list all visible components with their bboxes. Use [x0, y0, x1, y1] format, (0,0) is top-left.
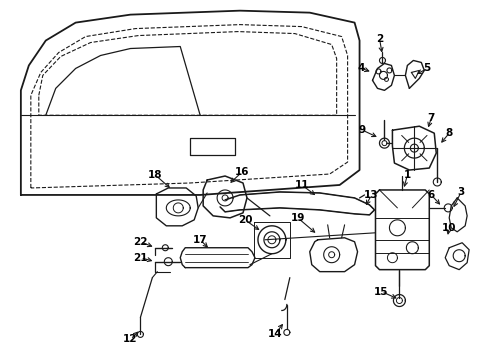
Text: 10: 10 — [442, 223, 457, 233]
Text: 7: 7 — [428, 113, 435, 123]
Text: 18: 18 — [148, 170, 163, 180]
Text: 2: 2 — [376, 33, 383, 44]
Text: 20: 20 — [238, 215, 252, 225]
Text: 16: 16 — [235, 167, 249, 177]
Text: 3: 3 — [458, 187, 465, 197]
Text: 14: 14 — [268, 329, 282, 339]
Text: 5: 5 — [424, 63, 431, 73]
Text: 4: 4 — [358, 63, 365, 73]
Text: 11: 11 — [294, 180, 309, 190]
Text: 8: 8 — [445, 128, 453, 138]
Text: 9: 9 — [359, 125, 366, 135]
Text: 13: 13 — [364, 190, 379, 200]
Text: 15: 15 — [374, 287, 389, 297]
Text: 21: 21 — [133, 253, 147, 263]
Text: 19: 19 — [291, 213, 305, 223]
Text: 17: 17 — [193, 235, 207, 245]
Text: 22: 22 — [133, 237, 147, 247]
Text: 6: 6 — [428, 190, 435, 200]
Text: 1: 1 — [404, 170, 411, 180]
Text: 12: 12 — [123, 334, 138, 345]
